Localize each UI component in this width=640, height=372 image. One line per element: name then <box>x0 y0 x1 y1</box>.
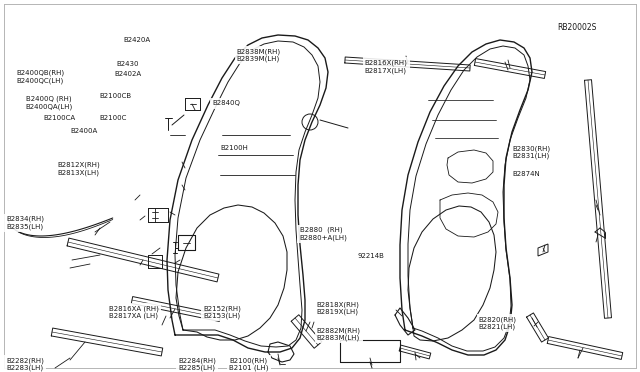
Text: B2284(RH)
B2285(LH): B2284(RH) B2285(LH) <box>178 357 216 371</box>
Text: B2816XA (RH)
B2817XA (LH): B2816XA (RH) B2817XA (LH) <box>109 305 159 319</box>
Text: B2882M(RH)
B2883M(LH): B2882M(RH) B2883M(LH) <box>317 327 361 341</box>
Text: B2400A: B2400A <box>70 128 98 134</box>
Text: B2838M(RH)
B2839M(LH): B2838M(RH) B2839M(LH) <box>237 48 281 62</box>
Text: B2874N: B2874N <box>512 171 540 177</box>
Text: B2282(RH)
B2283(LH): B2282(RH) B2283(LH) <box>6 357 44 371</box>
Text: RB20002S: RB20002S <box>557 23 596 32</box>
Text: B2830(RH)
B2831(LH): B2830(RH) B2831(LH) <box>512 145 550 159</box>
Text: B2818X(RH)
B2819X(LH): B2818X(RH) B2819X(LH) <box>317 301 360 315</box>
Text: B2100C: B2100C <box>99 115 127 121</box>
Text: B2400QB(RH)
B2400QC(LH): B2400QB(RH) B2400QC(LH) <box>16 70 64 84</box>
Text: 92214B: 92214B <box>357 253 384 259</box>
Text: B2400Q (RH)
B2400QA(LH): B2400Q (RH) B2400QA(LH) <box>26 96 73 110</box>
Text: B2840Q: B2840Q <box>212 100 241 106</box>
Text: B2152(RH)
B2153(LH): B2152(RH) B2153(LH) <box>204 305 241 319</box>
Text: B2834(RH)
B2835(LH): B2834(RH) B2835(LH) <box>6 216 44 230</box>
Text: B2420A: B2420A <box>123 37 150 43</box>
Text: B2880  (RH)
B2880+A(LH): B2880 (RH) B2880+A(LH) <box>300 227 348 241</box>
Polygon shape <box>538 244 548 256</box>
Text: B2816X(RH)
B2817X(LH): B2816X(RH) B2817X(LH) <box>365 60 408 74</box>
Text: B2402A: B2402A <box>114 71 141 77</box>
Text: B2430: B2430 <box>116 61 139 67</box>
Text: B2100CA: B2100CA <box>44 115 76 121</box>
Text: B2100(RH)
B2101 (LH): B2100(RH) B2101 (LH) <box>229 357 269 371</box>
Text: B2100H: B2100H <box>221 145 249 151</box>
Text: B2100CB: B2100CB <box>99 93 131 99</box>
Text: B2820(RH)
B2821(LH): B2820(RH) B2821(LH) <box>479 316 516 330</box>
Text: B2812X(RH)
B2813X(LH): B2812X(RH) B2813X(LH) <box>58 162 100 176</box>
